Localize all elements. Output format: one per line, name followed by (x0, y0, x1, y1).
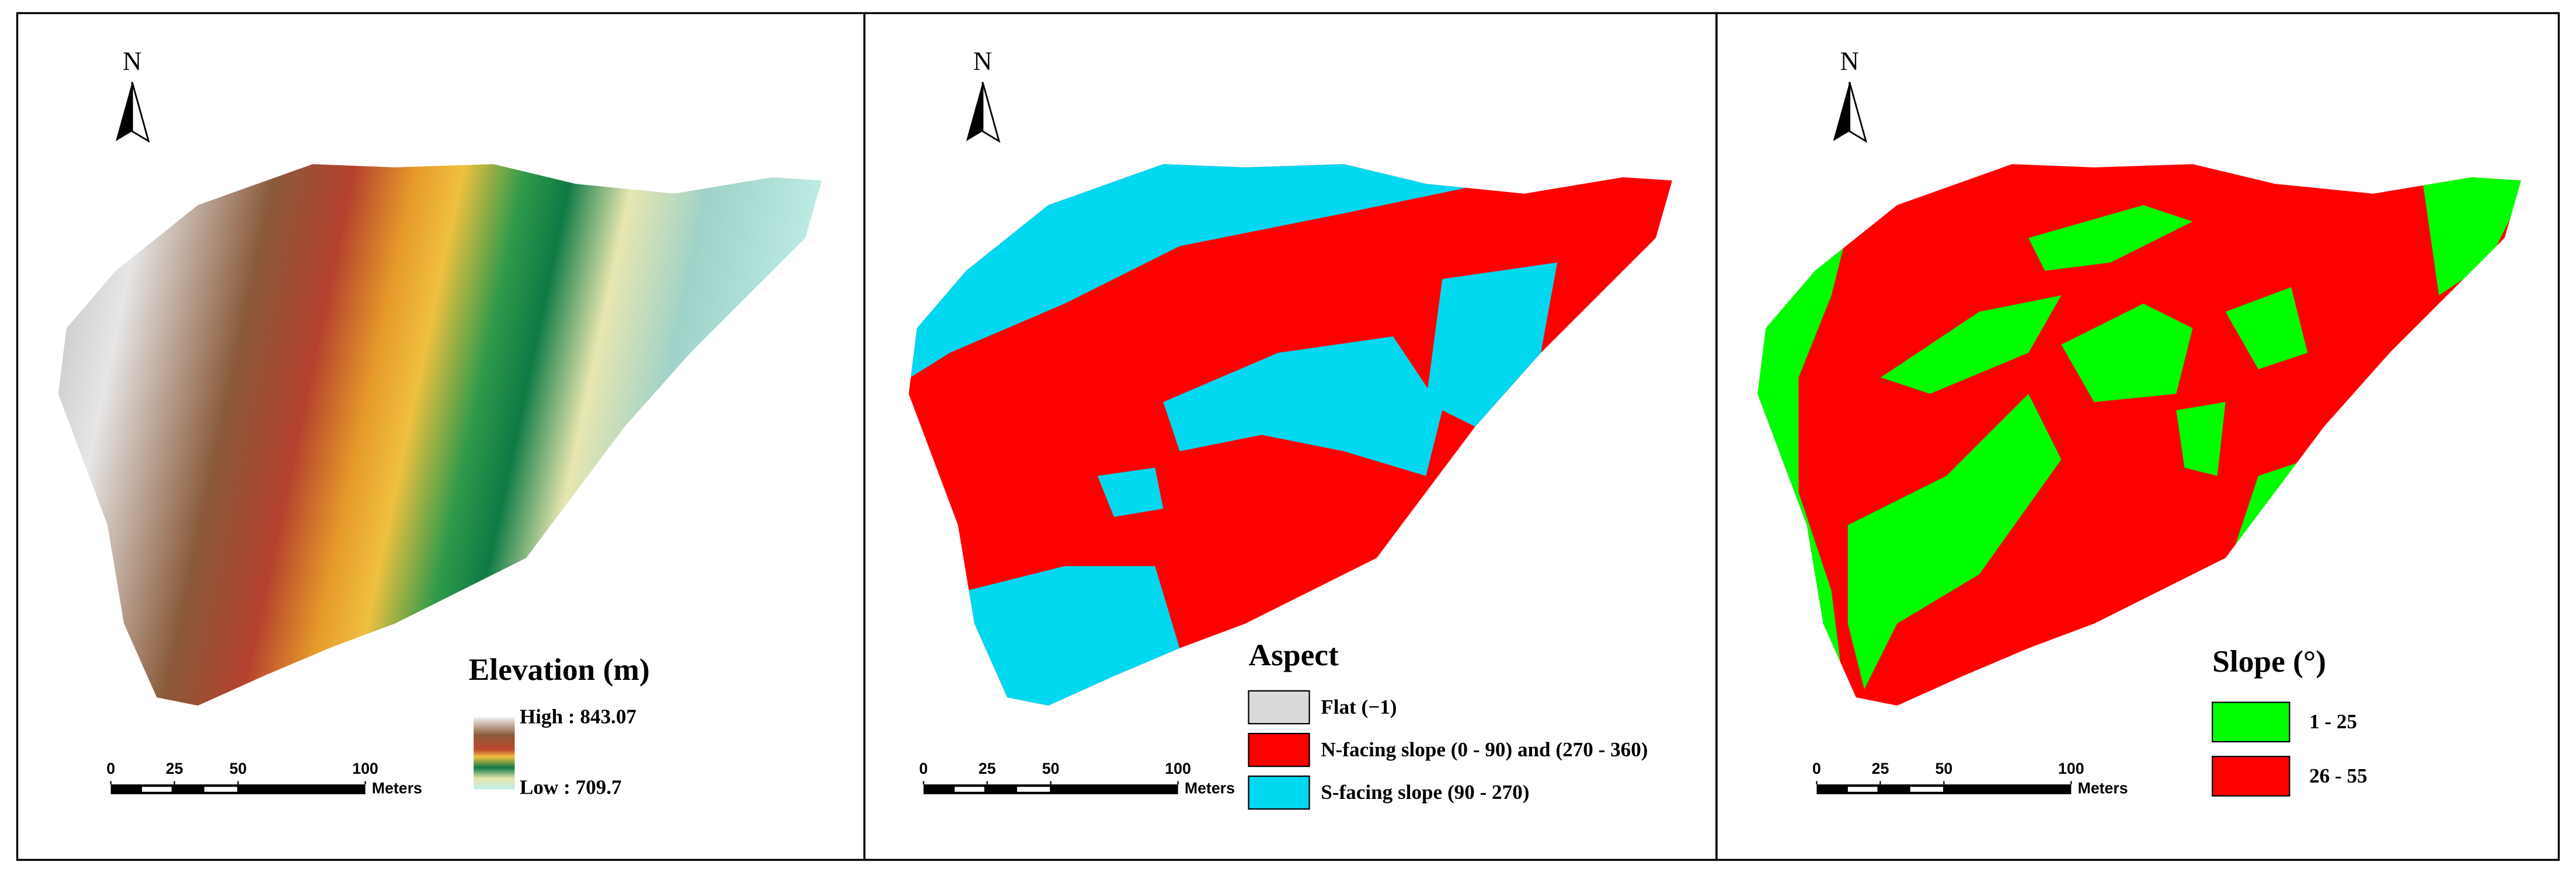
legend-label: High : 843.07 (520, 706, 636, 728)
aspect-map (908, 164, 1673, 706)
legend-label: 1 - 25 (2309, 710, 2357, 733)
panel-border (1715, 12, 2560, 861)
legend-label: Low : 709.7 (520, 776, 622, 799)
legend-swatch (2212, 756, 2290, 797)
north-label: N (1840, 47, 1859, 76)
scale-bar-body (110, 784, 365, 795)
legend-swatch (1248, 690, 1310, 725)
scale-bar-segment (1847, 787, 1878, 792)
scale-bar: 0 25 50 100 Meters (106, 760, 422, 797)
north-arrow: N (116, 47, 150, 143)
legend-swatch (1248, 732, 1310, 767)
north-label: N (973, 47, 993, 76)
scale-label: 100 (2058, 760, 2084, 777)
scale-label: 0 (919, 760, 928, 777)
legend-title: Slope (°) (2212, 644, 2326, 679)
scale-bar-segment (142, 787, 172, 792)
scale-unit: Meters (1185, 780, 1235, 797)
scale-label: 0 (1812, 760, 1821, 777)
legend-ramp (474, 717, 515, 790)
scale-label: 25 (166, 760, 183, 777)
legend-title: Elevation (m) (469, 652, 650, 687)
legend-label: Flat (−1) (1321, 696, 1397, 718)
scale-bar-segment (1017, 787, 1050, 792)
scale-bar-segment (204, 787, 238, 792)
scale-label: 50 (229, 760, 247, 777)
scale-label: 50 (1936, 760, 1953, 777)
scale-bar: 0 25 50 100 Meters (1812, 760, 2128, 797)
legend-label: S-facing slope (90 - 270) (1321, 781, 1529, 804)
scale-label: 50 (1042, 760, 1060, 777)
scale-label: 25 (979, 760, 996, 777)
scale-label: 100 (1165, 760, 1191, 777)
scale-label: 100 (352, 760, 378, 777)
scale-bar-body (923, 784, 1178, 795)
scale-unit: Meters (372, 780, 422, 797)
north-arrow: N (1833, 47, 1868, 143)
scale-bar: 0 25 50 100 Meters (919, 760, 1235, 797)
scale-label: 25 (1872, 760, 1889, 777)
legend-swatch (2212, 701, 2290, 743)
legend-title: Aspect (1249, 637, 1339, 672)
scale-bar-segment (1910, 787, 1943, 792)
north-label: N (123, 47, 142, 76)
scale-unit: Meters (2078, 780, 2128, 797)
north-arrow: N (966, 47, 1001, 143)
legend-label: 26 - 55 (2309, 764, 2368, 787)
scale-bar-segment (955, 787, 984, 792)
scale-label: 0 (106, 760, 115, 777)
legend-swatch (1248, 775, 1310, 810)
scale-bar-body (1816, 784, 2072, 795)
legend-label: N-facing slope (0 - 90) and (270 - 360) (1321, 738, 1648, 761)
